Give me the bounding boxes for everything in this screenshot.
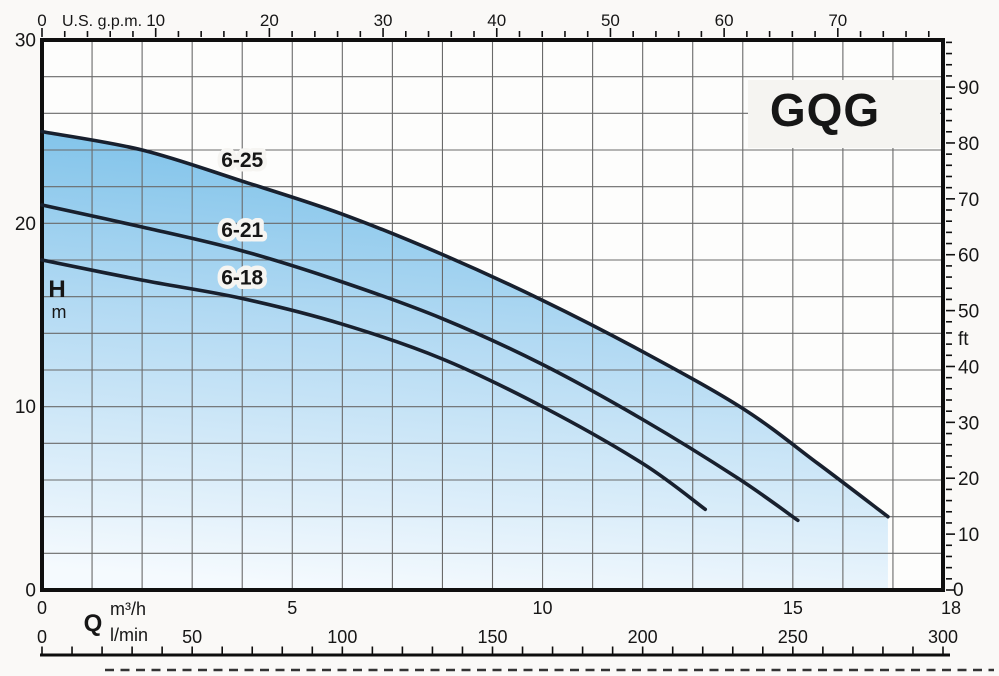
gpm-tick-label: 70 xyxy=(828,11,847,30)
lmin-tick-label: 100 xyxy=(327,627,357,647)
left-axis-labels: 0 10 20 30 xyxy=(15,31,36,602)
bottom-axis-labels: 0 5 10 15 18 xyxy=(37,598,961,618)
m3h-tick-label: 18 xyxy=(941,598,961,618)
m-tick-label: 20 xyxy=(15,214,36,235)
top-axis-labels: 0 10 20 30 40 50 60 70 xyxy=(37,11,847,30)
m3h-tick-label: 15 xyxy=(783,598,803,618)
gpm-tick-label: 0 xyxy=(37,11,46,30)
lmin-tick-label: 300 xyxy=(928,627,958,647)
ft-tick-label: 70 xyxy=(958,190,979,211)
bottom-axis-unit-lmin: l/min xyxy=(110,625,148,645)
m3h-tick-label: 0 xyxy=(37,598,47,618)
ft-tick-label: 60 xyxy=(958,246,979,267)
bottom-axis-symbol: Q xyxy=(84,610,103,637)
curve-label-6-18: 6-18 xyxy=(221,267,263,290)
ft-tick-label: 40 xyxy=(958,357,979,378)
left-axis-symbol: H xyxy=(48,276,65,303)
gpm-tick-label: 50 xyxy=(601,11,620,30)
curve-label-6-25: 6-25 xyxy=(221,149,263,172)
top-axis-title: U.S. g.p.m. xyxy=(62,13,142,30)
gpm-tick-label: 20 xyxy=(260,11,279,30)
ft-tick-label: 10 xyxy=(958,525,979,546)
chart-title: GQG xyxy=(770,84,880,136)
gpm-tick-label: 30 xyxy=(374,11,393,30)
lmin-tick-label: 200 xyxy=(628,627,658,647)
lmin-tick-label: 50 xyxy=(182,627,202,647)
right-axis-labels: 0 10 20 30 40 50 60 70 80 90 xyxy=(953,78,979,601)
curve-labels: 6-25 6-21 6-18 xyxy=(217,145,268,294)
gpm-tick-label: 60 xyxy=(715,11,734,30)
performance-area-fill xyxy=(42,131,888,590)
pump-curve-6-21 xyxy=(40,203,800,523)
left-axis-unit: m xyxy=(52,302,67,322)
plot-frame xyxy=(40,38,945,592)
ft-tick-label: 80 xyxy=(958,134,979,155)
m3h-tick-label: 10 xyxy=(533,598,553,618)
gpm-tick-label: 10 xyxy=(146,11,165,30)
gpm-tick-label: 40 xyxy=(487,11,506,30)
right-axis-ticks xyxy=(946,41,955,591)
ft-tick-label: 30 xyxy=(958,413,979,434)
m3h-tick-label: 5 xyxy=(287,598,297,618)
lmin-tick-label: 0 xyxy=(37,627,47,647)
ft-tick-label: 0 xyxy=(953,580,964,601)
curve-label-6-21: 6-21 xyxy=(221,219,263,242)
grid-lines xyxy=(42,40,943,590)
ft-tick-label: 20 xyxy=(958,469,979,490)
lmin-tick-label: 150 xyxy=(477,627,507,647)
ft-tick-label: 50 xyxy=(958,302,979,323)
lmin-axis: 0 50 100 150 200 250 300 xyxy=(37,627,958,657)
chart-title-box xyxy=(748,80,940,148)
chart-generated: 0 10 20 30 40 50 60 700102030405060708090010203… xyxy=(15,11,994,672)
ft-tick-label: 90 xyxy=(958,78,979,99)
pump-curves xyxy=(40,129,890,523)
m-tick-label: 0 xyxy=(25,581,36,602)
top-axis-ticks xyxy=(41,28,930,37)
m-tick-label: 30 xyxy=(15,31,36,52)
pump-curve-6-18 xyxy=(40,258,708,512)
m-tick-label: 10 xyxy=(15,397,36,418)
lmin-tick-label: 250 xyxy=(778,627,808,647)
bottom-axis-unit-m3h: m³/h xyxy=(110,599,146,619)
right-axis-unit: ft xyxy=(958,329,969,350)
pump-curve-6-25 xyxy=(40,129,890,519)
